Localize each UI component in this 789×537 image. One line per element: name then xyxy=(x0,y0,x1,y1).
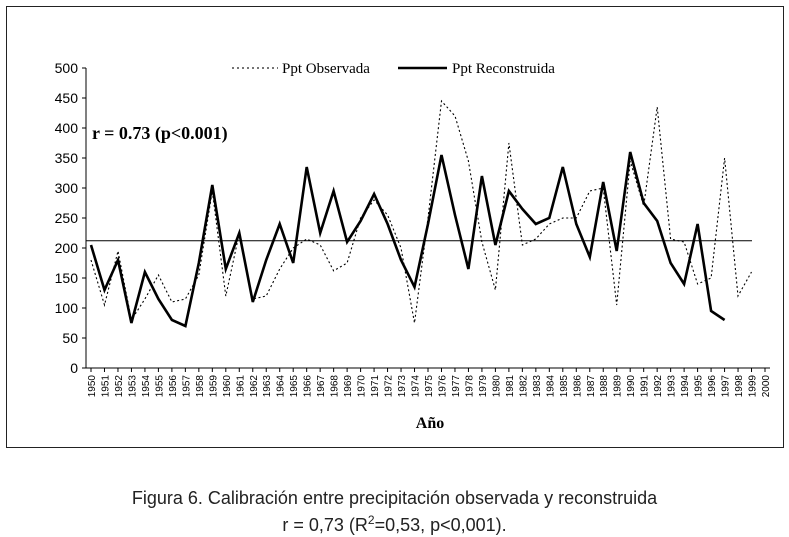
series-line-reconstruida xyxy=(89,151,726,328)
x-tick-label: 1969 xyxy=(343,375,354,398)
x-tick-label: 1951 xyxy=(100,375,111,398)
correlation-annotation: r = 0.73 (p<0.001) xyxy=(92,123,228,144)
x-tick-label: 1956 xyxy=(168,375,179,398)
x-tick-label: 1988 xyxy=(599,375,610,398)
x-tick-label: 1953 xyxy=(127,375,138,398)
legend: Ppt Observada Ppt Reconstruida xyxy=(232,61,555,77)
x-tick-label: 1998 xyxy=(734,375,745,398)
x-tick-label: 1999 xyxy=(748,375,759,398)
x-tick-label: 1965 xyxy=(289,375,300,398)
x-tick-label: 1994 xyxy=(680,375,691,398)
x-tick-label: 1995 xyxy=(694,375,705,398)
caption-text-b: =0,53, p<0,001). xyxy=(374,515,507,535)
y-tick-label: 350 xyxy=(55,150,79,166)
y-tick-label: 200 xyxy=(55,240,79,256)
x-tick-label: 1974 xyxy=(411,375,422,398)
x-tick-label: 1990 xyxy=(626,375,637,398)
x-tick-label: 1958 xyxy=(195,375,206,398)
x-tick-label: 1954 xyxy=(141,375,152,398)
x-tick-label: 1976 xyxy=(437,375,448,398)
x-tick-label: 1962 xyxy=(249,375,260,398)
x-tick-label: 1982 xyxy=(518,375,529,398)
x-tick-label: 1977 xyxy=(451,375,462,398)
x-tick-label: 2000 xyxy=(761,375,772,398)
y-tick-label: 250 xyxy=(55,210,79,226)
x-tick-label: 1952 xyxy=(114,375,125,398)
x-tick-label: 1967 xyxy=(316,375,327,398)
x-tick-label: 1985 xyxy=(559,375,570,398)
caption-text-a: r = 0,73 (R xyxy=(282,515,368,535)
x-axis-label: Año xyxy=(416,415,444,432)
series-layer xyxy=(89,99,752,328)
y-tick-label: 0 xyxy=(70,360,78,376)
figure-caption-line1: Figura 6. Calibración entre precipitació… xyxy=(131,488,658,508)
legend-label-observada: Ppt Observada xyxy=(282,61,370,77)
x-tick-label: 1975 xyxy=(424,375,435,398)
caption-superscript: 2 xyxy=(367,513,375,527)
x-tick-label: 1964 xyxy=(276,375,287,398)
x-tick-label: 1961 xyxy=(235,375,246,398)
y-tick-label: 300 xyxy=(55,180,79,196)
x-tick-label: 1987 xyxy=(586,375,597,398)
x-tick-label: 1979 xyxy=(478,375,489,398)
x-tick-label: 1950 xyxy=(87,375,98,398)
x-tick-label: 1959 xyxy=(208,375,219,398)
x-tick-label: 1992 xyxy=(653,375,664,398)
x-tick-label: 1963 xyxy=(262,375,273,398)
x-tick-label: 1973 xyxy=(397,375,408,398)
x-tick-label: 1996 xyxy=(707,375,718,398)
figure-caption-line2: r = 0,73 (R2=0,53, p<0,001). xyxy=(0,513,789,536)
y-tick-label: 450 xyxy=(55,90,79,106)
x-tick-label: 1968 xyxy=(330,375,341,398)
x-tick-label: 1971 xyxy=(370,375,381,398)
x-tick-label: 1957 xyxy=(181,375,192,398)
legend-label-reconstruida: Ppt Reconstruida xyxy=(452,61,555,77)
x-tick-label: 1993 xyxy=(667,375,678,398)
x-tick-label: 1997 xyxy=(721,375,732,398)
x-tick-label: 1978 xyxy=(464,375,475,398)
x-tick-label: 1955 xyxy=(154,375,165,398)
x-tick-label: 1970 xyxy=(357,375,368,398)
x-tick-label: 1991 xyxy=(640,375,651,398)
y-tick-label: 150 xyxy=(55,270,79,286)
chart-frame xyxy=(6,6,784,448)
x-tick-label: 1960 xyxy=(222,375,233,398)
x-tick-label: 1986 xyxy=(572,375,583,398)
x-tick-label: 1981 xyxy=(505,375,516,398)
y-tick-label: 50 xyxy=(62,330,78,346)
x-tick-label: 1984 xyxy=(545,375,556,398)
x-tick-label: 1989 xyxy=(613,375,624,398)
y-tick-label: 400 xyxy=(55,120,79,136)
y-tick-label: 500 xyxy=(55,60,79,76)
x-tick-label: 1972 xyxy=(384,375,395,398)
x-tick-label: 1983 xyxy=(532,375,543,398)
x-tick-label: 1980 xyxy=(491,375,502,398)
y-tick-label: 100 xyxy=(55,300,79,316)
x-tick-label: 1966 xyxy=(303,375,314,398)
